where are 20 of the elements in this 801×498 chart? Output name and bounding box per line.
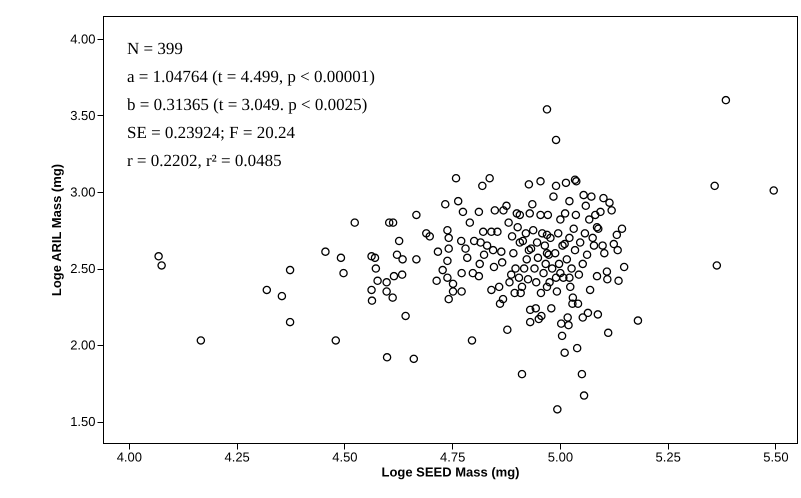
y-tick-label: 2.50	[70, 261, 96, 276]
y-axis-title: Loge ARIL Mass (mg)	[49, 164, 64, 296]
y-tick-label: 2.00	[70, 338, 96, 353]
x-tick-label: 5.50	[763, 450, 789, 464]
y-tick-label: 4.00	[70, 31, 96, 46]
y-tick-label: 1.50	[70, 414, 96, 430]
annotation: b = 0.31365 (t = 3.049. p < 0.0025)	[127, 95, 368, 114]
y-tick-label: 3.50	[70, 108, 96, 123]
x-tick-label: 4.00	[116, 450, 142, 464]
x-tick-label: 4.75	[440, 450, 466, 464]
x-tick-label: 4.25	[224, 450, 250, 464]
annotation: r = 0.2202, r² = 0.0485	[127, 151, 282, 170]
y-tick-label: 3.00	[70, 184, 96, 200]
x-axis-title: Loge SEED Mass (mg)	[382, 464, 520, 480]
annotation: SE = 0.23924; F = 20.24	[127, 123, 296, 142]
x-tick-label: 4.50	[332, 450, 358, 464]
x-tick-label: 5.00	[548, 450, 574, 464]
x-tick-label: 5.25	[656, 450, 681, 464]
annotation: N = 399	[127, 39, 183, 58]
annotation: a = 1.04764 (t = 4.499, p < 0.00001)	[127, 67, 375, 86]
